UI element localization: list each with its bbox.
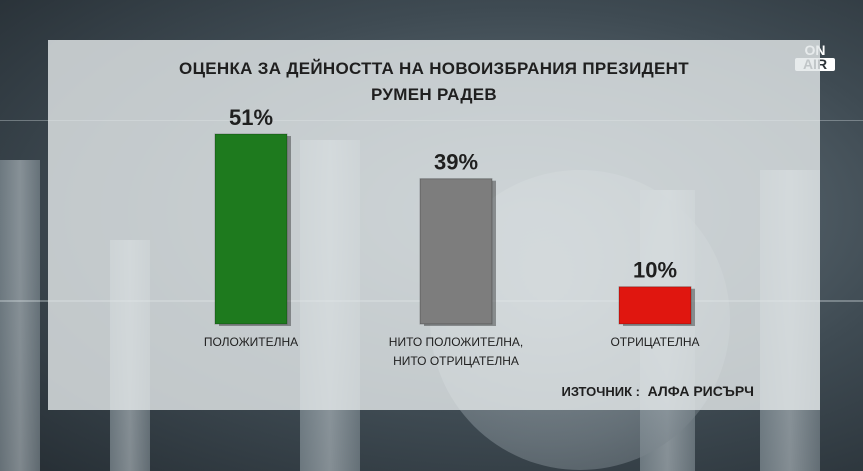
- chart-panel: ОЦЕНКА ЗА ДЕЙНОСТТА НА НОВОИЗБРАНИЯ ПРЕЗ…: [48, 40, 820, 410]
- chart-title-line-2: РУМЕН РАДЕВ: [371, 85, 497, 104]
- value-label: 10%: [633, 258, 677, 283]
- value-label: 51%: [229, 105, 273, 130]
- category-label: НИТО ПОЛОЖИТЕЛНА,: [389, 335, 523, 349]
- category-label: ПОЛОЖИТЕЛНА: [204, 335, 298, 349]
- source-label: ИЗТОЧНИК :: [561, 384, 640, 399]
- value-label: 39%: [434, 150, 478, 175]
- category-label: НИТО ОТРИЦАТЕЛНА: [393, 354, 519, 368]
- category-label: ОТРИЦАТЕЛНА: [610, 335, 699, 349]
- bar: [618, 286, 692, 325]
- background-decoration: [0, 160, 40, 471]
- chart-title-line-1: ОЦЕНКА ЗА ДЕЙНОСТТА НА НОВОИЗБРАНИЯ ПРЕЗ…: [179, 59, 689, 78]
- bar: [419, 178, 493, 325]
- bar: [214, 133, 288, 325]
- source-name: АЛФА РИСЪРЧ: [647, 383, 754, 399]
- source-note: ИЗТОЧНИК : АЛФА РИСЪРЧ: [562, 383, 754, 399]
- bar-chart: 51% ПОЛОЖИТЕЛНА 39% НИТО ПОЛОЖИТЕЛНА, НИТО О…: [204, 105, 700, 368]
